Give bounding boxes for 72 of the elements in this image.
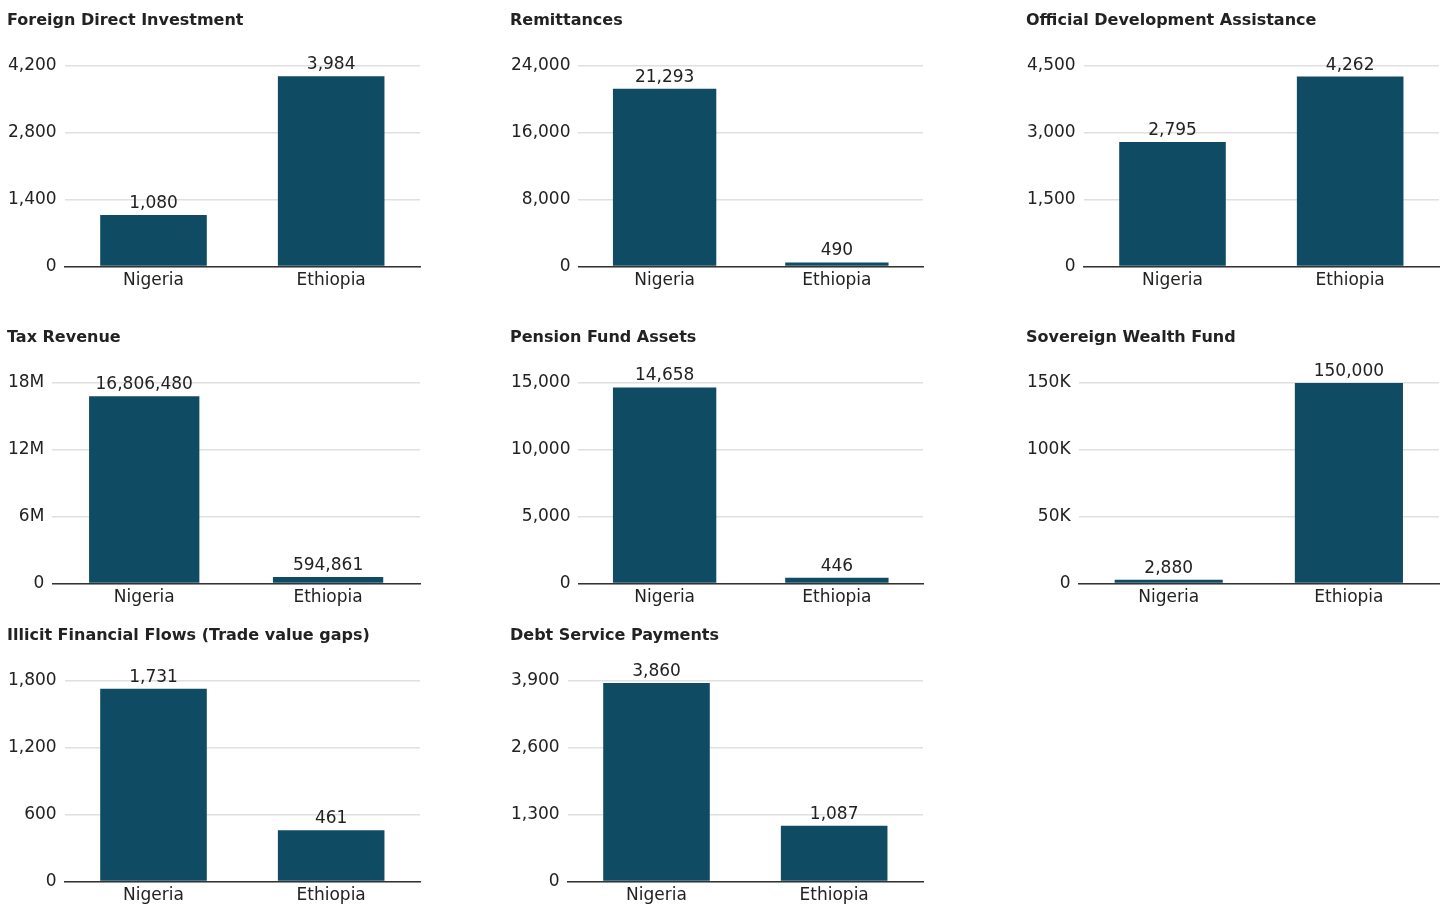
y-tick-label: 0 xyxy=(45,255,57,276)
y-tick-label: 2,600 xyxy=(511,736,560,757)
y-tick-label: 1,800 xyxy=(8,669,57,690)
y-tick-label: 6M xyxy=(18,505,45,526)
x-tick-label: Ethiopia xyxy=(296,884,366,905)
data-label: 3,984 xyxy=(306,53,356,74)
data-label: 594,861 xyxy=(292,553,364,574)
data-label: 2,795 xyxy=(1148,118,1197,139)
y-tick-label: 1,400 xyxy=(8,188,57,209)
chart-title: Official Development Assistance xyxy=(1026,10,1317,29)
x-tick-label: Ethiopia xyxy=(296,269,366,290)
x-tick-label: Nigeria xyxy=(634,269,696,290)
y-tick-label: 16,000 xyxy=(511,121,571,142)
y-tick-label: 0 xyxy=(559,255,571,276)
y-tick-label: 8,000 xyxy=(521,188,571,209)
data-label: 3,860 xyxy=(632,659,681,680)
data-label: 150,000 xyxy=(1313,359,1385,380)
chart-title: Tax Revenue xyxy=(7,327,121,346)
chart-title: Sovereign Wealth Fund xyxy=(1026,327,1236,346)
y-tick-label: 18M xyxy=(7,371,45,392)
data-label: 21,293 xyxy=(634,65,695,86)
x-tick-label: Nigeria xyxy=(1138,586,1200,607)
data-label: 461 xyxy=(314,807,348,828)
data-label: 4,262 xyxy=(1325,53,1375,74)
data-label: 1,080 xyxy=(129,191,178,212)
y-tick-label: 4,200 xyxy=(8,54,57,75)
y-tick-label: 150K xyxy=(1026,371,1072,392)
y-tick-label: 15,000 xyxy=(511,371,571,392)
y-tick-label: 3,900 xyxy=(511,669,560,690)
chart-title: Remittances xyxy=(510,10,623,29)
y-tick-label: 0 xyxy=(548,870,560,891)
y-tick-label: 12M xyxy=(7,438,45,459)
y-tick-label: 24,000 xyxy=(511,54,571,75)
chart-title: Foreign Direct Investment xyxy=(7,10,244,29)
y-tick-label: 0 xyxy=(45,870,57,891)
x-tick-label: Nigeria xyxy=(113,586,175,607)
data-label: 1,731 xyxy=(129,665,178,686)
y-tick-label: 0 xyxy=(559,572,571,593)
x-tick-label: Ethiopia xyxy=(799,884,869,905)
y-tick-label: 3,000 xyxy=(1027,121,1076,142)
x-tick-label: Nigeria xyxy=(123,884,184,905)
y-tick-label: 0 xyxy=(1064,255,1076,276)
y-tick-label: 2,800 xyxy=(8,121,57,142)
y-tick-label: 1,200 xyxy=(8,736,57,757)
x-tick-label: Nigeria xyxy=(123,269,184,290)
data-label: 490 xyxy=(820,239,854,260)
data-label: 446 xyxy=(820,554,854,575)
data-label: 16,806,480 xyxy=(95,373,193,394)
data-label: 14,658 xyxy=(634,364,695,385)
y-tick-label: 50K xyxy=(1037,505,1072,526)
y-tick-label: 4,500 xyxy=(1027,54,1076,75)
x-tick-label: Ethiopia xyxy=(293,586,363,607)
x-tick-label: Nigeria xyxy=(1142,269,1203,290)
x-tick-label: Nigeria xyxy=(626,884,687,905)
y-tick-label: 10,000 xyxy=(511,438,571,459)
y-tick-label: 0 xyxy=(1059,572,1071,593)
data-label: 2,880 xyxy=(1144,556,1194,577)
x-tick-label: Ethiopia xyxy=(1314,586,1384,607)
chart-title: Pension Fund Assets xyxy=(510,327,697,346)
x-tick-label: Ethiopia xyxy=(802,586,872,607)
y-tick-label: 1,500 xyxy=(1027,188,1076,209)
x-tick-label: Ethiopia xyxy=(802,269,872,290)
data-label: 1,087 xyxy=(809,802,859,823)
y-tick-label: 100K xyxy=(1026,438,1072,459)
chart-title: Illicit Financial Flows (Trade value gaps) xyxy=(7,625,370,644)
y-tick-label: 600 xyxy=(24,803,57,824)
x-tick-label: Ethiopia xyxy=(1315,269,1385,290)
x-tick-label: Nigeria xyxy=(634,586,696,607)
chart-title: Debt Service Payments xyxy=(510,625,720,644)
y-tick-label: 0 xyxy=(33,572,45,593)
y-tick-label: 1,300 xyxy=(511,803,560,824)
y-tick-label: 5,000 xyxy=(521,505,571,526)
